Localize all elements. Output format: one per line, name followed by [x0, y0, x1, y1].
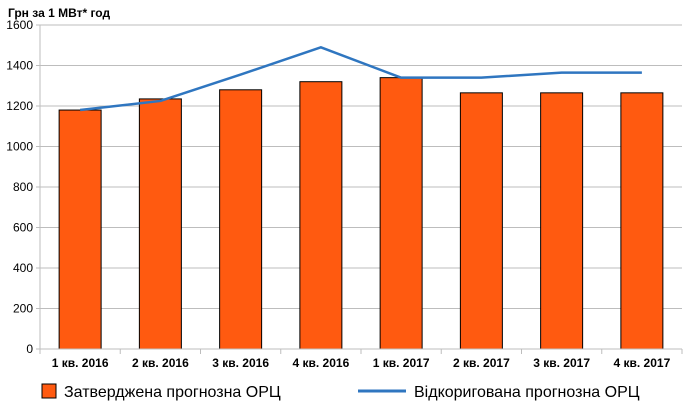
bar: [540, 92, 584, 350]
bar: [299, 81, 343, 350]
bar: [219, 89, 263, 350]
line-series: [79, 46, 642, 112]
y-tick-label: 1400: [6, 59, 33, 73]
y-axis-unit-label: Грн за 1 МВт* год: [8, 6, 110, 20]
y-tick-label: 1200: [6, 99, 33, 113]
bar: [459, 92, 503, 350]
bar: [620, 92, 664, 350]
x-tick-label: 2 кв. 2016: [132, 356, 189, 370]
bar: [379, 77, 423, 350]
bar: [58, 109, 102, 350]
x-tick-label: 4 кв. 2017: [613, 356, 670, 370]
legend-label-approved: Затверджена прогнозна ОРЦ: [64, 384, 281, 401]
y-tick-label: 800: [13, 180, 33, 194]
x-tick-label: 3 кв. 2016: [212, 356, 269, 370]
y-tick-label: 1600: [6, 18, 33, 32]
x-tick-label: 4 кв. 2016: [292, 356, 349, 370]
x-tick-label: 1 кв. 2017: [373, 356, 430, 370]
y-tick-label: 200: [13, 302, 33, 316]
x-tick-label: 2 кв. 2017: [453, 356, 510, 370]
y-tick-label: 1000: [6, 140, 33, 154]
y-tick-label: 0: [26, 342, 33, 356]
legend: Затверджена прогнозна ОРЦ Відкоригована …: [41, 383, 640, 401]
line-layer: [79, 46, 642, 112]
labels-layer: 0 200 400 600 800 1000 1200 1400 1600 1 кв. 2016 2…: [6, 18, 670, 370]
x-tick-label: 3 кв. 2017: [533, 356, 590, 370]
y-tick-label: 400: [13, 261, 33, 275]
legend-label-adjusted: Відкоригована прогнозна ОРЦ: [414, 384, 640, 401]
legend-swatch-approved: [41, 383, 57, 399]
x-tick-label: 1 кв. 2016: [52, 356, 109, 370]
axes-layer: [36, 24, 683, 354]
bar: [138, 98, 182, 350]
grid-layer: [40, 24, 682, 309]
y-tick-label: 600: [13, 221, 33, 235]
bars-layer: [58, 77, 664, 350]
